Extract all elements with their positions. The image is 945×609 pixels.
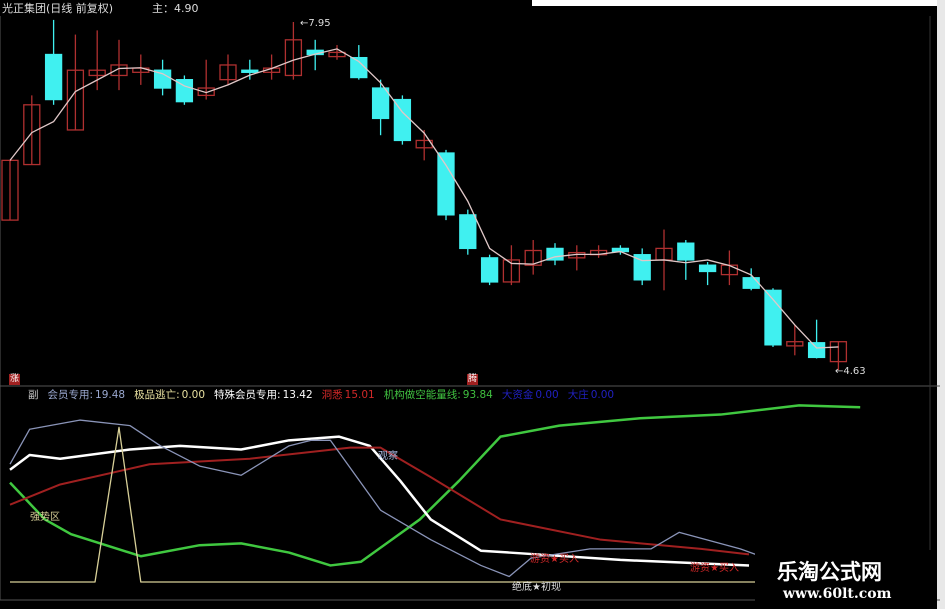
candle-up — [23, 104, 41, 166]
candle-up — [88, 69, 106, 77]
candle-up — [502, 259, 521, 283]
candle-down — [175, 79, 194, 103]
moving-average-line — [9, 48, 839, 349]
indicator-item: 副 — [28, 389, 39, 402]
indicator-item: 大庄 0.00 — [568, 389, 614, 402]
tag-mid: 腾 — [467, 374, 479, 385]
tag-left: 涨 — [9, 374, 21, 385]
candle-up — [328, 51, 346, 58]
indicator-item: 洞悉 15.01 — [322, 389, 375, 402]
indicator-value: 0.00 — [535, 389, 559, 401]
indicator-value: 15.01 — [344, 389, 375, 401]
background-strip — [532, 0, 945, 6]
candle-down — [153, 69, 172, 89]
indicator-value: 0.00 — [181, 389, 206, 401]
candle-up — [829, 341, 848, 363]
indicator-label: 机构做空能量线: — [383, 389, 461, 401]
indicator-value: 0.00 — [590, 389, 615, 401]
indicator-line-green — [9, 404, 861, 567]
low-value: 4.63 — [843, 366, 866, 377]
candle-down — [44, 53, 63, 101]
high-value: 7.95 — [308, 18, 331, 29]
indicator-line-gray — [9, 419, 756, 578]
watermark-name: 乐淘公式网 — [777, 559, 882, 584]
indicator-line-yellow — [10, 426, 861, 583]
indicator-item: 会员专用: 19.48 — [48, 389, 126, 402]
candle-down — [742, 277, 760, 289]
indicator-label: 副 — [28, 389, 39, 401]
indicator-value: 93.84 — [462, 389, 493, 401]
indicator-value: 19.48 — [95, 389, 126, 401]
indicator-label: 特殊会员专用: — [214, 389, 281, 401]
low-annotation: ←4.63 — [835, 366, 866, 377]
indicator-label: 大资金 — [501, 389, 534, 401]
candle-down — [241, 69, 259, 73]
indicator-item: 特殊会员专用: 13.42 — [214, 389, 313, 402]
background-strip — [937, 0, 945, 609]
indicator-label: 大庄 — [567, 389, 589, 401]
candle-down — [698, 264, 717, 273]
candle-down — [350, 56, 368, 79]
label-buy-2: 游资★买入 — [690, 563, 739, 574]
candle-up — [786, 341, 804, 347]
candle-down — [371, 87, 390, 120]
candle-down — [546, 247, 564, 261]
watermark-url: www.60lt.com — [783, 586, 892, 602]
indicator-item: 极品逃亡: 0.00 — [134, 389, 205, 402]
candle-up — [110, 64, 128, 77]
indicator-info-row: 副会员专用: 19.48 极品逃亡: 0.00 特殊会员专用: 13.42 洞悉 15.01 机… — [28, 389, 614, 402]
candle-up — [524, 249, 542, 266]
candle-up — [197, 87, 215, 97]
candle-down — [480, 257, 499, 283]
candle-up — [66, 69, 85, 131]
indicator-item: 大资金 0.00 — [502, 389, 559, 402]
candle-down — [437, 152, 455, 216]
indicator-value: 13.42 — [282, 389, 313, 401]
main-price-label: 主：4.90 — [152, 2, 199, 15]
candle-down — [459, 214, 477, 250]
high-annotation: ←7.95 — [300, 18, 331, 29]
indicator-line-red — [9, 446, 750, 556]
indicator-label: 会员专用: — [47, 389, 94, 401]
stock-title: 光正集团(日线 前复权) — [2, 2, 114, 15]
label-zone: 强势区 — [30, 512, 60, 523]
candle-down — [677, 242, 695, 261]
label-bottom: 绝底★初现 — [512, 582, 561, 593]
indicator-line-white — [9, 435, 750, 567]
label-buy-1: 游资★买入 — [530, 554, 579, 565]
label-observe: 观察 — [378, 451, 398, 462]
indicator-item: 机构做空能量线: 93.84 — [384, 389, 493, 402]
watermark: 乐淘公式网 www.60lt.com — [755, 550, 937, 609]
candle-down — [393, 98, 412, 142]
indicator-label: 洞悉 — [321, 389, 343, 401]
candle-down — [807, 342, 826, 359]
indicator-label: 极品逃亡: — [134, 389, 180, 401]
candle-up — [219, 64, 237, 81]
